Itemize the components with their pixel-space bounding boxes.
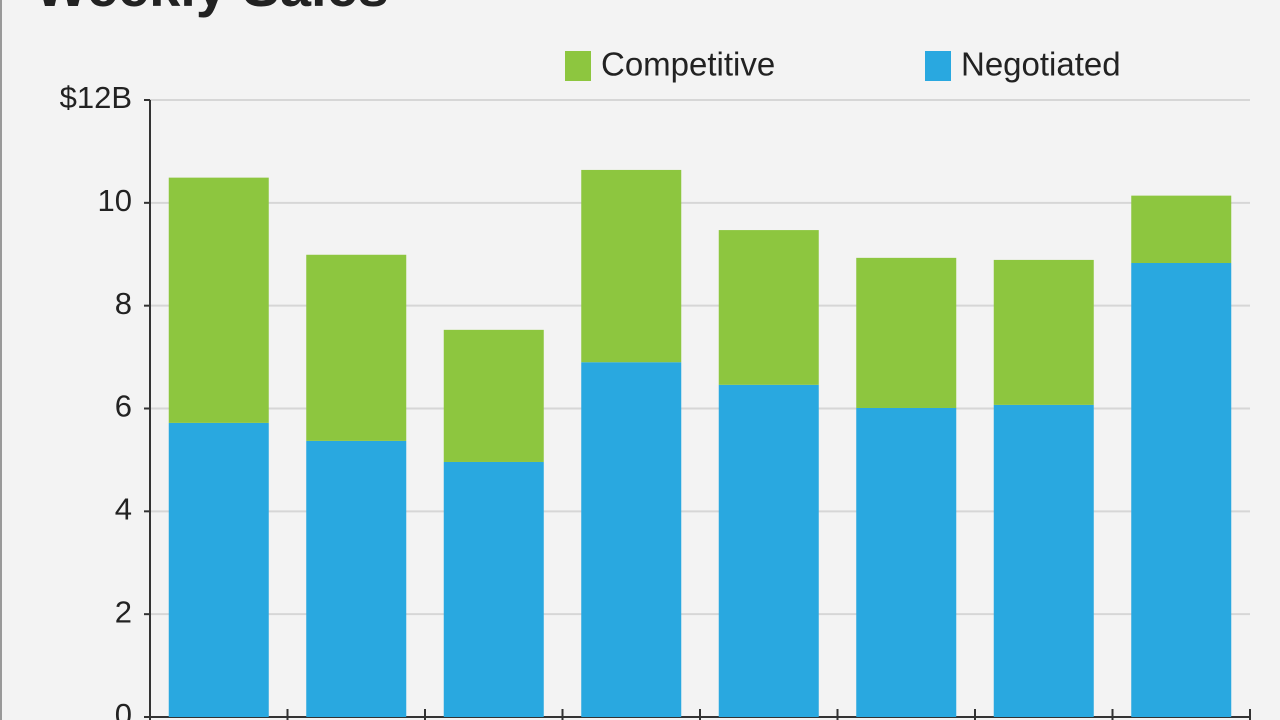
y-tick-label: $12B: [60, 80, 132, 115]
bar-segment: [993, 259, 1094, 405]
bar-segment: [1131, 195, 1232, 263]
bar-segment: [718, 230, 819, 385]
bar-segment: [993, 404, 1094, 717]
bar-segment: [306, 254, 407, 441]
chart-title: Weekly Sales: [35, 0, 389, 18]
bar-segment: [443, 461, 544, 717]
bar-segment: [581, 169, 682, 363]
bar-segment: [168, 422, 269, 717]
legend-label: Competitive: [601, 46, 775, 83]
bar-segment: [168, 177, 269, 423]
bar-segment: [443, 329, 544, 462]
y-tick-label: 2: [115, 594, 132, 629]
legend-swatch: [565, 51, 591, 81]
y-tick-label: 10: [98, 183, 132, 218]
y-tick-label: 0: [115, 697, 132, 720]
legend-label: Negotiated: [961, 46, 1121, 83]
y-tick-label: 4: [115, 492, 132, 527]
legend-swatch: [925, 51, 951, 81]
y-tick-label: 8: [115, 286, 132, 321]
bar-segment: [856, 407, 957, 717]
bar-segment: [581, 362, 682, 717]
bar-segment: [718, 384, 819, 717]
bar-segment: [306, 440, 407, 717]
y-tick-label: 6: [115, 389, 132, 424]
bar-segment: [1131, 262, 1232, 717]
bar-segment: [856, 257, 957, 408]
